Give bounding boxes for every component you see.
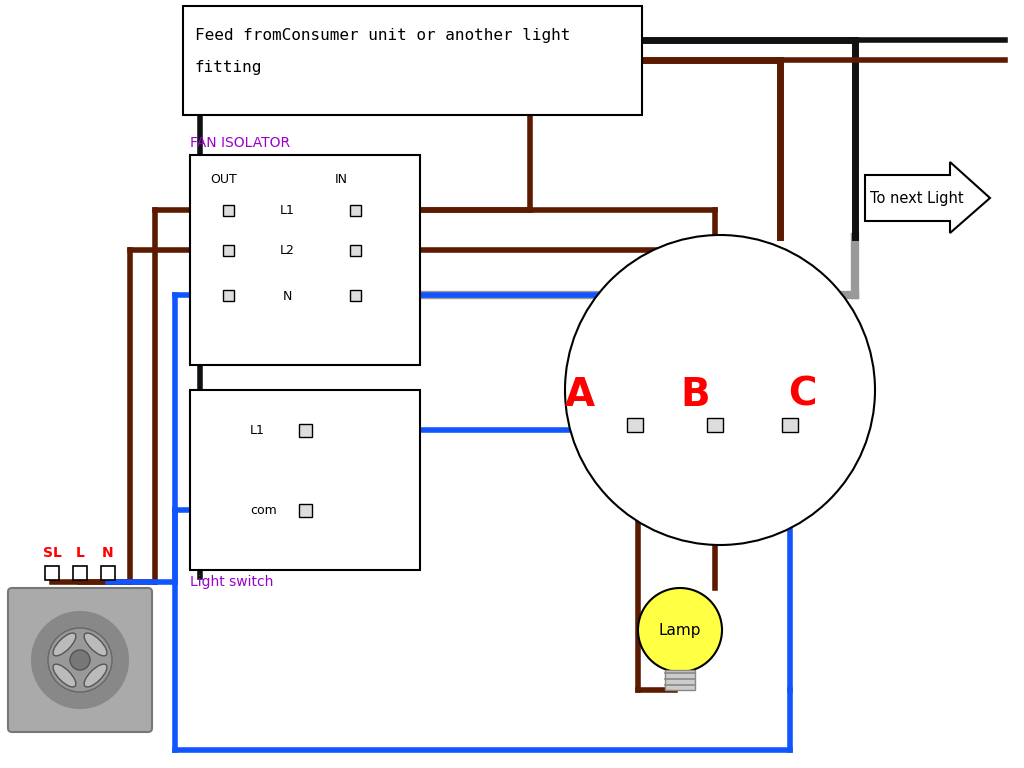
FancyBboxPatch shape bbox=[183, 6, 642, 115]
Bar bbox=[350, 205, 361, 216]
Ellipse shape bbox=[53, 664, 76, 687]
Bar bbox=[223, 245, 234, 256]
Text: B: B bbox=[680, 376, 710, 414]
Text: OUT: OUT bbox=[210, 173, 237, 186]
Bar bbox=[782, 418, 798, 432]
Circle shape bbox=[638, 588, 722, 672]
Bar bbox=[101, 566, 115, 580]
Ellipse shape bbox=[53, 633, 76, 656]
Text: Feed fromConsumer unit or another light: Feed fromConsumer unit or another light bbox=[195, 28, 570, 43]
Bar bbox=[223, 205, 234, 216]
Bar bbox=[350, 290, 361, 301]
Text: FAN ISOLATOR: FAN ISOLATOR bbox=[190, 136, 290, 150]
Ellipse shape bbox=[84, 633, 106, 656]
Bar bbox=[45, 566, 59, 580]
Text: L2: L2 bbox=[280, 244, 295, 257]
Bar bbox=[299, 504, 312, 517]
Bar bbox=[73, 566, 87, 580]
Bar bbox=[190, 155, 420, 365]
Circle shape bbox=[32, 612, 128, 708]
Bar bbox=[707, 418, 723, 432]
Text: L: L bbox=[76, 546, 84, 560]
Text: A: A bbox=[565, 376, 595, 414]
Bar bbox=[350, 245, 361, 256]
Bar bbox=[223, 290, 234, 301]
Circle shape bbox=[70, 650, 90, 670]
Text: IN: IN bbox=[335, 173, 348, 186]
Text: N: N bbox=[283, 290, 292, 303]
Text: Light switch: Light switch bbox=[190, 575, 273, 589]
Text: To next Light: To next Light bbox=[870, 190, 964, 206]
Circle shape bbox=[565, 235, 874, 545]
Text: C: C bbox=[787, 376, 816, 414]
Bar bbox=[665, 670, 695, 690]
Bar bbox=[299, 424, 312, 437]
Text: N: N bbox=[102, 546, 114, 560]
Circle shape bbox=[48, 628, 112, 692]
Text: L1: L1 bbox=[250, 425, 265, 438]
Bar bbox=[627, 418, 643, 432]
Text: fitting: fitting bbox=[195, 60, 262, 75]
Polygon shape bbox=[865, 162, 990, 233]
Bar bbox=[190, 390, 420, 570]
Text: Lamp: Lamp bbox=[658, 623, 701, 637]
Text: com: com bbox=[250, 505, 276, 518]
Text: L1: L1 bbox=[280, 204, 295, 217]
Ellipse shape bbox=[84, 664, 106, 687]
Text: SL: SL bbox=[43, 546, 61, 560]
FancyBboxPatch shape bbox=[8, 588, 152, 732]
